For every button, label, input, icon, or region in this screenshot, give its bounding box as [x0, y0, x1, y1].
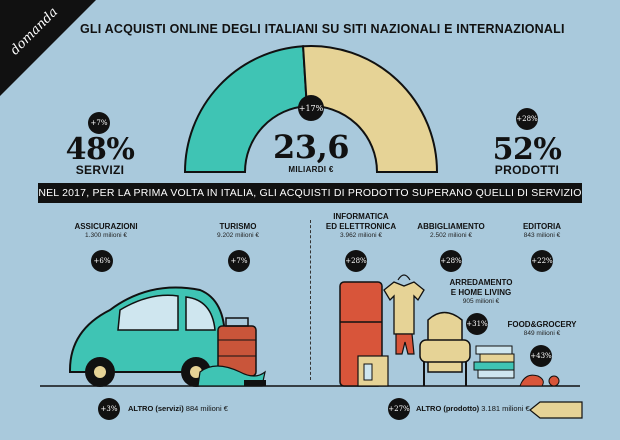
- category-editoria: EDITORIA 843 milioni €: [504, 222, 580, 239]
- car-illustration: [69, 286, 226, 387]
- divider-line: [310, 220, 311, 380]
- editoria-badge: +22%: [531, 250, 553, 272]
- category-name: ABBIGLIAMENTO: [417, 222, 485, 231]
- category-value: 849 milioni €: [523, 330, 561, 337]
- servizi-growth-badge: +7%: [88, 112, 110, 134]
- category-name: ASSICURAZIONI: [74, 222, 138, 231]
- food-badge: +43%: [530, 345, 552, 367]
- altro-prodotto-value: 3.181 milioni €: [481, 404, 530, 413]
- arredamento-badge: +31%: [466, 313, 488, 335]
- category-name: ARREDAMENTO: [449, 278, 513, 287]
- category-value: 905 milioni €: [462, 298, 500, 305]
- altro-prodotto: ALTRO (prodotto) 3.181 milioni €: [416, 404, 530, 413]
- total-unit: MILIARDI €: [288, 165, 334, 174]
- category-arredamento: ARREDAMENTO E HOME LIVING 905 milioni €: [444, 278, 518, 305]
- prodotti-label: PRODOTTI: [494, 163, 560, 177]
- clothes-illustration: [383, 274, 425, 355]
- prodotti-growth-badge: +28%: [516, 108, 538, 130]
- luggage-illustration: [197, 317, 266, 387]
- servizi-pct: 48%: [65, 132, 135, 167]
- corner-flag: [0, 0, 96, 96]
- altro-prodotto-name: ALTRO (prodotto): [416, 404, 480, 413]
- servizi-arc: [183, 45, 308, 173]
- assicurazioni-badge: +6%: [91, 250, 113, 272]
- page-title: GLI ACQUISTI ONLINE DEGLI ITALIANI SU SI…: [80, 22, 565, 36]
- category-name: TURISMO: [219, 222, 257, 231]
- category-assicurazioni: ASSICURAZIONI 1.300 milioni €: [66, 222, 146, 239]
- turismo-badge: +7%: [228, 250, 250, 272]
- category-value: 1.300 milioni €: [85, 232, 127, 239]
- abbigliamento-badge: +28%: [440, 250, 462, 272]
- category-turismo: TURISMO 9.202 milioni €: [200, 222, 276, 239]
- category-value: 3.962 milioni €: [340, 232, 382, 239]
- category-name-2: ED ELETTRONICA: [325, 222, 397, 231]
- category-value: 843 milioni €: [523, 232, 561, 239]
- informatica-badge: +28%: [345, 250, 367, 272]
- headline-banner: NEL 2017, PER LA PRIMA VOLTA IN ITALIA, …: [38, 183, 582, 203]
- prodotti-arc: [302, 45, 439, 173]
- category-name: INFORMATICA: [333, 212, 389, 221]
- servizi-label: SERVIZI: [75, 163, 125, 177]
- altro-servizi-badge: +3%: [98, 398, 120, 420]
- altro-servizi-name: ALTRO (servizi): [128, 404, 184, 413]
- category-food: FOOD&GROCERY 849 milioni €: [504, 320, 580, 337]
- category-name: FOOD&GROCERY: [507, 320, 577, 329]
- category-value: 9.202 milioni €: [217, 232, 259, 239]
- category-informatica: INFORMATICA ED ELETTRONICA 3.962 milioni…: [318, 212, 404, 239]
- category-value: 2.502 milioni €: [430, 232, 472, 239]
- total-growth-badge: +17%: [298, 95, 324, 121]
- category-abbigliamento: ABBIGLIAMENTO 2.502 milioni €: [410, 222, 492, 239]
- altro-prodotto-badge: +27%: [388, 398, 410, 420]
- altro-servizi: ALTRO (servizi) 884 milioni €: [128, 404, 228, 413]
- total-value: 23,6: [273, 128, 349, 166]
- armchair-illustration: [419, 311, 471, 386]
- category-name: EDITORIA: [522, 222, 562, 231]
- books-illustration: [473, 345, 515, 379]
- arrow-icon: [529, 401, 583, 419]
- altro-servizi-value: 884 milioni €: [185, 404, 228, 413]
- category-name-2: E HOME LIVING: [450, 288, 512, 297]
- food-illustration: [519, 374, 560, 387]
- fridge-illustration: [339, 281, 389, 387]
- prodotti-pct: 52%: [492, 132, 562, 167]
